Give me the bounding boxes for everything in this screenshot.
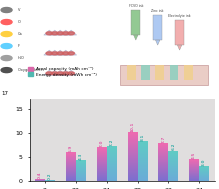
Polygon shape [155,40,160,45]
Circle shape [1,8,12,12]
Circle shape [1,32,12,36]
Polygon shape [66,50,77,55]
Polygon shape [60,30,71,35]
Polygon shape [175,20,184,45]
Polygon shape [155,65,164,80]
Text: FCVO ink: FCVO ink [129,4,143,8]
Polygon shape [49,70,60,75]
Circle shape [51,72,58,75]
Text: 0.4: 0.4 [38,171,42,179]
Text: 4.5: 4.5 [192,151,196,159]
Circle shape [68,52,74,55]
Text: 7.2: 7.2 [110,138,114,146]
Polygon shape [120,65,208,85]
Polygon shape [55,70,66,75]
Text: 7.7: 7.7 [161,136,165,143]
Text: Oxygen defect: Oxygen defect [18,68,44,72]
Text: 4.3: 4.3 [79,152,83,160]
Circle shape [57,32,64,35]
Text: Ca: Ca [18,32,22,36]
Polygon shape [49,30,60,35]
Circle shape [62,72,69,75]
Circle shape [1,44,12,49]
Text: 8.1: 8.1 [140,134,145,141]
Circle shape [1,68,12,73]
Text: Electrolyte ink: Electrolyte ink [168,14,191,18]
Polygon shape [66,70,77,75]
Polygon shape [134,35,138,40]
Polygon shape [49,50,60,55]
Polygon shape [66,30,77,35]
Circle shape [1,56,12,61]
Circle shape [57,52,64,55]
Polygon shape [177,45,182,50]
Text: 0.2: 0.2 [48,172,52,180]
Text: V: V [18,8,20,12]
Text: O: O [18,20,20,24]
Text: 5.9: 5.9 [69,145,73,152]
Circle shape [51,32,58,35]
Circle shape [1,19,12,25]
Circle shape [46,32,53,35]
Polygon shape [60,50,71,55]
Text: F: F [18,44,19,48]
Legend: Areal capacity (mAh cm⁻²), Energy density (mWh cm⁻²): Areal capacity (mAh cm⁻²), Energy densit… [28,67,97,77]
Text: 6.2: 6.2 [171,143,175,150]
Polygon shape [153,15,162,40]
Circle shape [46,72,53,75]
Circle shape [68,72,74,75]
Circle shape [51,52,58,55]
Polygon shape [141,65,150,80]
Polygon shape [44,50,55,55]
Circle shape [46,52,53,55]
Text: Zinc ink: Zinc ink [151,9,164,13]
Polygon shape [131,10,140,35]
Text: H₂O: H₂O [18,56,24,60]
Circle shape [62,32,69,35]
Polygon shape [127,65,136,80]
Polygon shape [44,30,55,35]
Text: 10.1: 10.1 [131,121,135,132]
Text: 3.0: 3.0 [202,158,206,166]
Circle shape [62,52,69,55]
Polygon shape [184,65,193,80]
Polygon shape [55,50,66,55]
Circle shape [57,72,64,75]
Text: 17: 17 [1,91,8,96]
Circle shape [68,32,74,35]
Polygon shape [44,70,55,75]
Text: 7.0: 7.0 [100,139,104,147]
Polygon shape [60,70,71,75]
Polygon shape [170,65,178,80]
Polygon shape [55,30,66,35]
